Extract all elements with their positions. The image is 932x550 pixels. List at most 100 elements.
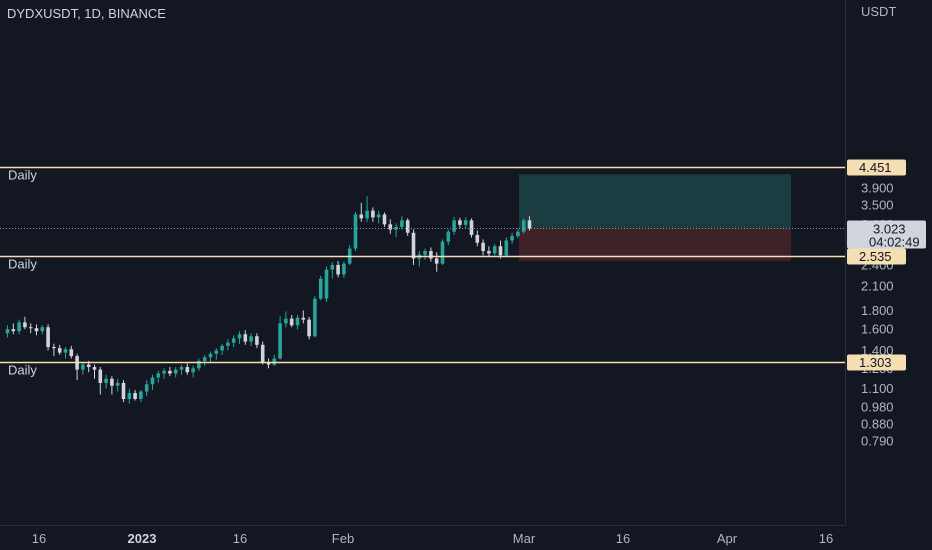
candle-body bbox=[121, 382, 126, 400]
price-tick-label: 2.100 bbox=[861, 279, 894, 294]
stop-zone[interactable] bbox=[519, 228, 791, 262]
time-tick-label: 16 bbox=[233, 531, 247, 546]
candle-body bbox=[313, 298, 317, 337]
candle bbox=[133, 390, 137, 401]
candle-body bbox=[191, 368, 195, 373]
candle bbox=[139, 390, 143, 403]
candle bbox=[52, 343, 56, 357]
time-tick-label: 2023 bbox=[128, 531, 157, 546]
candle bbox=[104, 374, 108, 389]
candle-body bbox=[98, 369, 103, 383]
candle bbox=[429, 247, 433, 262]
candle-body bbox=[231, 338, 236, 343]
candle bbox=[376, 210, 381, 224]
candle bbox=[446, 229, 451, 246]
candle bbox=[527, 216, 532, 231]
candle bbox=[202, 354, 207, 366]
candle-body bbox=[133, 392, 137, 400]
candle bbox=[272, 354, 277, 366]
level-price-tag bbox=[847, 354, 906, 371]
candle-body bbox=[330, 264, 335, 270]
candle-body bbox=[516, 231, 520, 237]
candle bbox=[301, 310, 306, 324]
candle bbox=[191, 365, 195, 378]
candle-body bbox=[110, 378, 114, 386]
price-tick-label: 3.500 bbox=[861, 198, 894, 213]
candle bbox=[371, 207, 375, 222]
level-price-tag bbox=[847, 248, 906, 265]
candle bbox=[81, 362, 85, 375]
candle-body bbox=[434, 258, 439, 264]
candle-body bbox=[423, 251, 427, 255]
candle bbox=[330, 262, 335, 279]
candle-body bbox=[115, 382, 120, 386]
candle-body bbox=[289, 318, 294, 326]
candle bbox=[63, 347, 68, 359]
candle-countdown: 04:02:49 bbox=[869, 235, 920, 250]
candle bbox=[382, 212, 387, 227]
support-resistance-levels[interactable]: Daily Daily Daily bbox=[0, 166, 846, 378]
candle-body bbox=[69, 349, 74, 357]
candle bbox=[226, 339, 230, 351]
candle-body bbox=[127, 392, 132, 400]
candle bbox=[440, 239, 445, 265]
current-price-tag: 3.023 04:02:49 bbox=[847, 220, 926, 250]
candle bbox=[28, 323, 33, 334]
level-price-value: 1.303 bbox=[859, 355, 892, 370]
candle bbox=[423, 248, 427, 260]
candle bbox=[115, 378, 120, 392]
candle-body bbox=[162, 370, 166, 374]
level-label: Daily bbox=[8, 363, 37, 378]
candle-body bbox=[86, 364, 91, 368]
candle bbox=[69, 345, 74, 359]
candle bbox=[492, 243, 497, 256]
candle bbox=[185, 363, 190, 375]
candle-body bbox=[504, 240, 509, 256]
price-tick-label: 1.800 bbox=[861, 303, 894, 318]
candle bbox=[487, 246, 491, 256]
candle bbox=[365, 196, 369, 222]
time-tick-label: Mar bbox=[513, 531, 536, 546]
candle-body bbox=[284, 318, 288, 324]
candle bbox=[266, 358, 271, 369]
candle bbox=[463, 217, 468, 228]
candle-body bbox=[57, 348, 62, 353]
candle bbox=[162, 368, 166, 379]
candle bbox=[400, 216, 404, 230]
candle-body bbox=[388, 224, 393, 230]
candle bbox=[481, 239, 485, 256]
candle-body bbox=[11, 329, 16, 332]
candle-body bbox=[243, 334, 248, 342]
candle bbox=[388, 219, 393, 234]
price-axis[interactable] bbox=[846, 0, 932, 550]
candle bbox=[5, 325, 10, 338]
candle-body bbox=[150, 377, 155, 385]
candle bbox=[295, 314, 300, 330]
symbol-title: DYDXUSDT, 1D, BINANCE bbox=[7, 6, 166, 21]
candle bbox=[289, 314, 294, 328]
candle bbox=[353, 212, 358, 252]
target-zone[interactable] bbox=[519, 174, 791, 229]
candle-body bbox=[173, 369, 178, 374]
candle bbox=[452, 216, 456, 235]
time-tick-label: Feb bbox=[332, 531, 354, 546]
candle bbox=[504, 237, 509, 258]
level-price-value: 2.535 bbox=[859, 249, 892, 264]
price-tick-label: 0.790 bbox=[861, 434, 894, 449]
candle-body bbox=[34, 328, 39, 332]
candle-body bbox=[510, 236, 514, 241]
candle bbox=[475, 230, 480, 247]
level-label: Daily bbox=[8, 168, 37, 183]
candle-body bbox=[336, 264, 340, 275]
candle-body bbox=[81, 364, 85, 370]
position-tool[interactable] bbox=[519, 174, 791, 262]
candle-body bbox=[260, 344, 265, 363]
candle-body bbox=[92, 367, 97, 370]
candle-body bbox=[411, 232, 416, 259]
price-tick-label: 1.400 bbox=[861, 343, 894, 358]
candle-body bbox=[185, 367, 190, 373]
candle-body bbox=[40, 327, 45, 332]
candle bbox=[411, 229, 416, 265]
candle-body bbox=[208, 353, 213, 358]
